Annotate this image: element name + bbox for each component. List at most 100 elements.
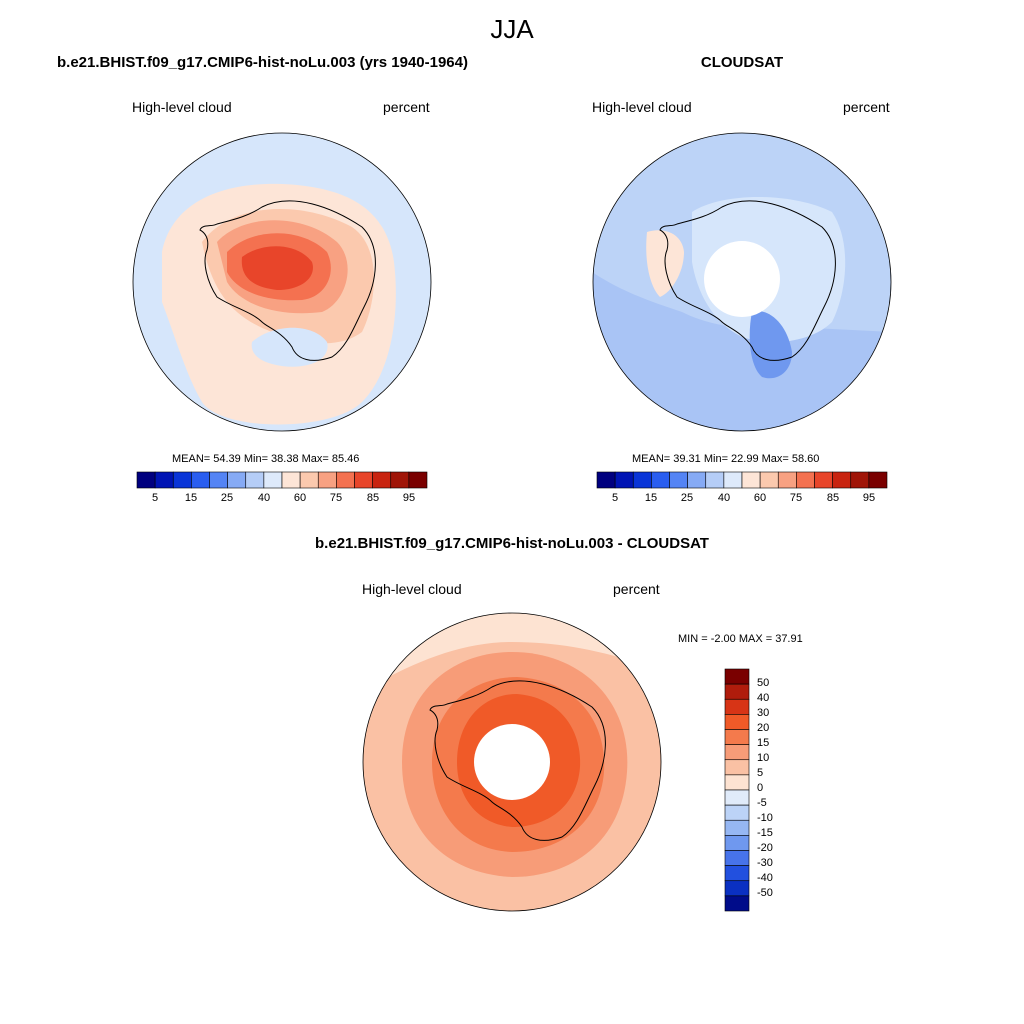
panel3-tick-label: 40	[757, 692, 770, 704]
panel3-pole-hole	[474, 724, 550, 800]
colorbar-swatch	[281, 471, 301, 489]
panel2-stats: MEAN= 39.31 Min= 22.99 Max= 58.60	[632, 453, 820, 465]
panel3-tick-label: 10	[757, 752, 770, 764]
colorbar-swatch	[154, 471, 174, 489]
panel3-units-label: percent	[613, 581, 660, 597]
panel1-units-label: percent	[383, 99, 430, 115]
panel2-pole-hole	[704, 241, 780, 317]
panel2-tick-label: 15	[644, 492, 658, 504]
panel2-tick-label: 5	[611, 492, 619, 504]
panel1-polar-map	[132, 132, 432, 432]
panel3-tick-label: -10	[757, 812, 773, 824]
colorbar-swatch	[741, 471, 761, 489]
panel3-tick-label: 20	[757, 722, 770, 734]
colorbar-swatch	[796, 471, 815, 489]
colorbar-swatch	[263, 471, 283, 489]
colorbar-swatch	[336, 471, 355, 489]
panel1-colorbar	[136, 471, 428, 489]
colorbar-swatch	[136, 471, 156, 489]
panel3-colorbar	[724, 668, 750, 912]
colorbar-swatch	[850, 471, 870, 489]
colorbar-swatch	[724, 729, 750, 745]
colorbar-swatch	[832, 471, 852, 489]
colorbar-swatch	[724, 880, 750, 897]
panel3-tick-label: -15	[757, 827, 773, 839]
panel2-contour-low	[749, 311, 792, 379]
panel2-colorbar-ticks: 5 15 25 40 60 75 85 95	[597, 492, 887, 506]
colorbar-swatch	[372, 471, 392, 489]
colorbar-swatch	[724, 698, 750, 715]
panel1-colorbar-ticks: 5 15 25 40 60 75 85 95	[137, 492, 427, 506]
panel3-stats: MIN = -2.00 MAX = 37.91	[678, 633, 803, 645]
panel2-polar-map	[592, 132, 892, 432]
panel3-tick-label: 30	[757, 707, 770, 719]
panel2-tick-label: 95	[862, 492, 876, 504]
panel1-tick-label: 40	[257, 492, 271, 504]
panel1-tick-label: 85	[366, 492, 380, 504]
panel2-title: CLOUDSAT	[700, 54, 784, 71]
panel1-stats: MEAN= 54.39 Min= 38.38 Max= 85.46	[172, 453, 360, 465]
panel3-polar-map	[362, 612, 662, 912]
colorbar-swatch	[632, 471, 652, 489]
colorbar-swatch	[724, 819, 750, 836]
colorbar-swatch	[299, 471, 319, 489]
panel3-tick-label: -20	[757, 842, 773, 854]
colorbar-swatch	[614, 471, 634, 489]
colorbar-swatch	[317, 471, 337, 489]
colorbar-swatch	[191, 471, 210, 489]
panel2-tick-label: 85	[826, 492, 840, 504]
panel1-coastline	[199, 200, 376, 361]
colorbar-swatch	[723, 471, 743, 489]
panel3-tick-label: -50	[757, 887, 773, 899]
colorbar-swatch	[868, 471, 888, 489]
panel1-tick-label: 15	[184, 492, 198, 504]
panel2-units-label: percent	[843, 99, 890, 115]
colorbar-swatch	[724, 895, 750, 912]
panel1-tick-label: 95	[402, 492, 416, 504]
panel1-tick-label: 75	[329, 492, 343, 504]
panel2-colorbar	[596, 471, 888, 489]
colorbar-swatch	[724, 774, 750, 791]
colorbar-swatch	[724, 714, 750, 730]
panel1-tick-label: 60	[293, 492, 307, 504]
panel2-tick-label: 40	[717, 492, 731, 504]
colorbar-swatch	[814, 471, 833, 489]
panel3-tick-label: 15	[757, 737, 770, 749]
colorbar-swatch	[390, 471, 410, 489]
colorbar-swatch	[724, 759, 750, 776]
colorbar-swatch	[209, 471, 228, 489]
colorbar-swatch	[172, 471, 192, 489]
colorbar-swatch	[687, 471, 707, 489]
panel3-title: b.e21.BHIST.f09_g17.CMIP6-hist-noLu.003 …	[315, 535, 709, 552]
panel2-contour-30	[593, 272, 891, 431]
colorbar-swatch	[245, 471, 265, 489]
panel3-tick-label: -40	[757, 872, 773, 884]
colorbar-swatch	[724, 683, 750, 700]
panel2-tick-label: 60	[753, 492, 767, 504]
panel3-tick-label: 50	[757, 677, 770, 689]
colorbar-swatch	[596, 471, 616, 489]
panel1-contour-low	[251, 327, 328, 367]
panel3-tick-label: -30	[757, 857, 773, 869]
colorbar-swatch	[724, 668, 750, 685]
panel3-field-label: High-level cloud	[362, 581, 462, 597]
panel2-coastline	[659, 200, 836, 361]
panel2-tick-label: 75	[789, 492, 803, 504]
panel2-field-label: High-level cloud	[592, 99, 692, 115]
colorbar-swatch	[724, 835, 750, 851]
panel3-tick-label: 0	[757, 782, 764, 794]
figure-title: JJA	[490, 14, 534, 44]
colorbar-swatch	[777, 471, 797, 489]
panel1-field-label: High-level cloud	[132, 99, 232, 115]
colorbar-swatch	[724, 804, 750, 821]
panel1-title: b.e21.BHIST.f09_g17.CMIP6-hist-noLu.003 …	[57, 54, 468, 71]
panel1-tick-label: 5	[151, 492, 159, 504]
colorbar-swatch	[759, 471, 779, 489]
panel1-contour-85	[241, 246, 313, 290]
panel3-coastline	[429, 680, 606, 841]
panel3-tick-label: 5	[757, 767, 764, 779]
colorbar-swatch	[705, 471, 725, 489]
colorbar-swatch	[408, 471, 428, 489]
panel3-colorbar-ticks: 50 40 30 20 15 10 5 0 -5 -10 -15 -20 -30…	[757, 669, 797, 911]
colorbar-swatch	[669, 471, 688, 489]
